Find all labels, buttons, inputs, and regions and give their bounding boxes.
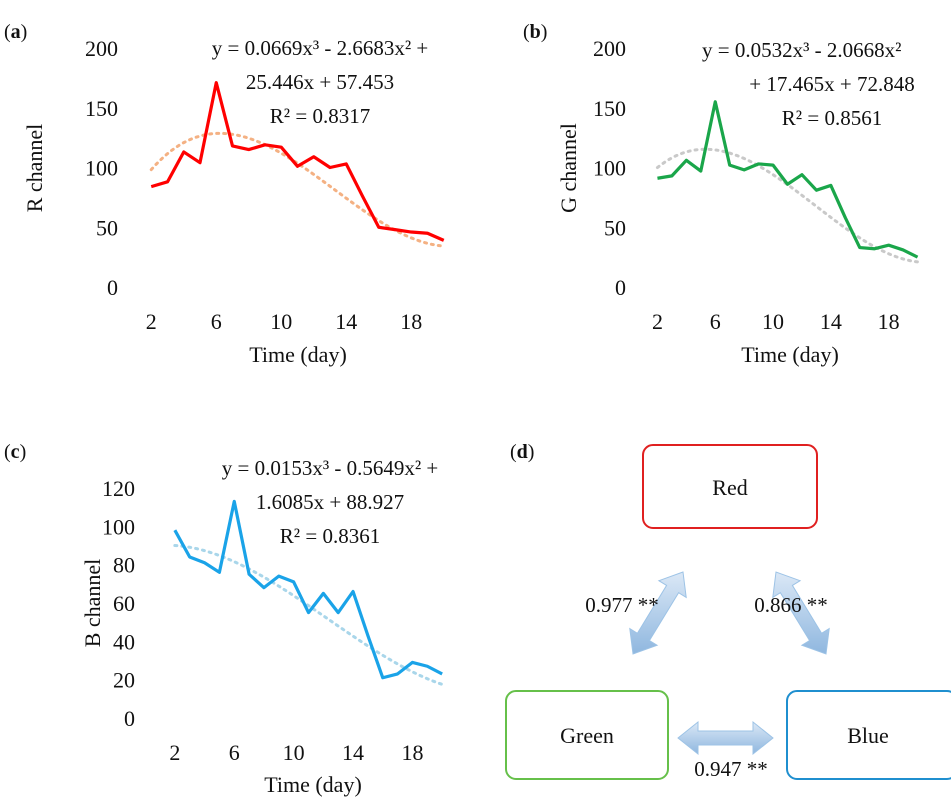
y-tick-label: 50 bbox=[604, 215, 626, 240]
x-tick-label: 2 bbox=[652, 309, 663, 334]
equation-line-1-b: y = 0.0532x³ - 2.0668x² bbox=[702, 38, 901, 62]
series-line-c bbox=[173, 499, 443, 680]
node-blue-box bbox=[786, 690, 951, 780]
x-tick-label: 14 bbox=[342, 740, 364, 765]
node-green-label: Green bbox=[560, 723, 614, 748]
y-tick-label: 150 bbox=[85, 96, 118, 121]
y-axis-label-a: R channel bbox=[22, 124, 47, 213]
trend-equation-a: y = 0.0669x³ - 2.6683x² + 25.446x + 57.4… bbox=[212, 36, 429, 128]
panel-b: (b) 0 50 100 150 200 2 6 10 14 18 G channel Time… bbox=[523, 21, 920, 367]
y-axis-label-c: B channel bbox=[80, 559, 105, 648]
trendline-c bbox=[173, 543, 444, 686]
x-axis-label-b: Time (day) bbox=[741, 342, 839, 367]
x-ticks-a: 2 6 10 14 18 bbox=[146, 309, 423, 334]
x-tick-label: 6 bbox=[211, 309, 222, 334]
y-tick-label: 80 bbox=[113, 553, 135, 578]
equation-line-3-c: R² = 0.8361 bbox=[280, 524, 380, 548]
panel-label-b: (b) bbox=[523, 21, 547, 43]
y-axis-label-b: G channel bbox=[556, 123, 581, 213]
equation-line-2-b: + 17.465x + 72.848 bbox=[749, 72, 914, 96]
equation-line-2-a: 25.446x + 57.453 bbox=[246, 70, 394, 94]
x-tick-label: 18 bbox=[400, 309, 422, 334]
y-tick-label: 0 bbox=[615, 275, 626, 300]
arrow-red-green bbox=[629, 571, 687, 655]
x-ticks-b: 2 6 10 14 18 bbox=[652, 309, 900, 334]
arrow-green-blue bbox=[677, 720, 774, 756]
y-tick-label: 100 bbox=[85, 156, 118, 181]
x-tick-label: 14 bbox=[820, 309, 842, 334]
y-tick-label: 100 bbox=[593, 156, 626, 181]
series-line-b bbox=[657, 100, 919, 259]
x-ticks-c: 2 6 10 14 18 bbox=[169, 740, 423, 765]
node-green-box bbox=[505, 690, 669, 780]
y-tick-label: 100 bbox=[102, 514, 135, 539]
panel-c: (c) 0 20 40 60 80 100 120 2 6 10 14 18 B channel T… bbox=[4, 441, 444, 797]
x-tick-label: 14 bbox=[335, 309, 357, 334]
trend-equation-b: y = 0.0532x³ - 2.0668x² + 17.465x + 72.8… bbox=[702, 38, 915, 130]
y-ticks-c: 0 20 40 60 80 100 120 bbox=[102, 476, 135, 731]
y-ticks-b: 0 50 100 150 200 bbox=[593, 36, 626, 300]
edge-label-red-blue: 0.866 ** bbox=[754, 593, 828, 617]
y-tick-label: 120 bbox=[102, 476, 135, 501]
y-tick-label: 20 bbox=[113, 668, 135, 693]
y-tick-label: 0 bbox=[124, 706, 135, 731]
panel-d: (d) Red Green Blue 0.977 ** 0.866 ** 0.9… bbox=[505, 441, 951, 781]
node-red-label: Red bbox=[712, 475, 747, 500]
node-red-box bbox=[642, 444, 818, 529]
y-tick-label: 200 bbox=[85, 36, 118, 61]
x-tick-label: 10 bbox=[270, 309, 292, 334]
x-tick-label: 18 bbox=[401, 740, 423, 765]
x-tick-label: 18 bbox=[878, 309, 900, 334]
y-tick-label: 50 bbox=[96, 215, 118, 240]
y-tick-label: 60 bbox=[113, 591, 135, 616]
y-tick-label: 40 bbox=[113, 629, 135, 654]
trend-equation-c: y = 0.0153x³ - 0.5649x² + 1.6085x + 88.9… bbox=[222, 456, 439, 548]
y-tick-label: 150 bbox=[593, 96, 626, 121]
x-tick-label: 10 bbox=[762, 309, 784, 334]
y-tick-label: 0 bbox=[107, 275, 118, 300]
node-blue-label: Blue bbox=[847, 723, 889, 748]
x-tick-label: 6 bbox=[229, 740, 240, 765]
x-tick-label: 6 bbox=[710, 309, 721, 334]
equation-line-2-c: 1.6085x + 88.927 bbox=[256, 490, 404, 514]
panel-label-a: (a) bbox=[4, 21, 27, 43]
x-axis-label-c: Time (day) bbox=[264, 772, 362, 797]
y-tick-label: 200 bbox=[593, 36, 626, 61]
edge-label-red-green: 0.977 ** bbox=[585, 593, 659, 617]
panel-a: (a) 0 50 100 150 200 2 6 10 14 18 R channel Time… bbox=[4, 21, 446, 367]
x-tick-label: 10 bbox=[283, 740, 305, 765]
series-line-a bbox=[150, 81, 445, 242]
edge-label-green-blue: 0.947 ** bbox=[694, 757, 768, 781]
equation-line-3-a: R² = 0.8317 bbox=[270, 104, 370, 128]
equation-line-1-a: y = 0.0669x³ - 2.6683x² + bbox=[212, 36, 429, 60]
panel-label-c: (c) bbox=[4, 441, 26, 463]
equation-line-1-c: y = 0.0153x³ - 0.5649x² + bbox=[222, 456, 439, 480]
x-tick-label: 2 bbox=[146, 309, 157, 334]
equation-line-3-b: R² = 0.8561 bbox=[782, 106, 882, 130]
arrow-red-blue bbox=[772, 571, 830, 655]
y-ticks-a: 0 50 100 150 200 bbox=[85, 36, 118, 300]
x-tick-label: 2 bbox=[169, 740, 180, 765]
panel-label-d: (d) bbox=[510, 441, 534, 463]
x-axis-label-a: Time (day) bbox=[249, 342, 347, 367]
